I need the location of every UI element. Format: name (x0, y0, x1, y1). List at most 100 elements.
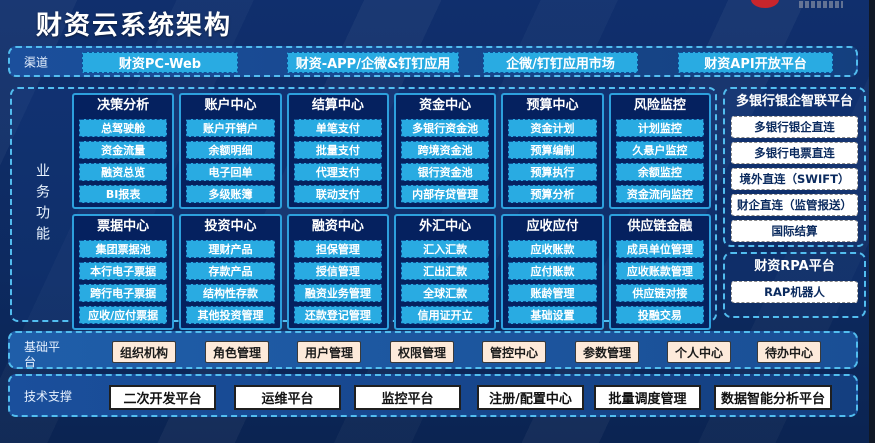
module-title: 账户中心 (204, 98, 257, 113)
module-item[interactable]: 理财产品 (186, 240, 275, 258)
module-item[interactable]: 久悬户监控 (615, 141, 704, 159)
module-item[interactable]: 担保管理 (293, 240, 382, 258)
dev-platform-button[interactable]: 二次开发平台 (109, 385, 216, 410)
module-title: 应收应付 (526, 219, 579, 234)
module-item[interactable]: 批量支付 (293, 141, 382, 159)
ebill-direct-link-item[interactable]: 多银行电票直连 (731, 142, 858, 164)
module-item[interactable]: 应付账款 (508, 262, 597, 280)
module-item[interactable]: 资金计划 (508, 119, 597, 137)
module-item[interactable]: 余额明细 (186, 141, 275, 159)
module-item[interactable]: 其他投资管理 (186, 306, 275, 324)
module-account-center: 账户中心 账户开销户 余额明细 电子回单 多级账簿 (179, 93, 282, 209)
page-title: 财资云系统架构 (36, 11, 233, 41)
base-platform-row: 基础平台 组织机构 角色管理 用户管理 权限管理 管控中心 参数管理 个人中心 … (8, 331, 858, 369)
module-forex-center: 外汇中心 汇入汇款 汇出汇款 全球汇款 信用证开立 (394, 214, 497, 330)
module-item[interactable]: 汇入汇款 (401, 240, 490, 258)
module-title: 外汇中心 (419, 219, 472, 234)
bank-direct-link-item[interactable]: 多银行银企直连 (731, 116, 858, 138)
module-budget-center: 预算中心 资金计划 预算编制 预算执行 预算分析 (501, 93, 604, 209)
module-item[interactable]: 基础设置 (508, 306, 597, 324)
multi-bank-platform-title: 多银行银企智联平台 (735, 94, 853, 109)
international-settlement-item[interactable]: 国际结算 (731, 220, 858, 242)
module-item[interactable]: 内部存贷管理 (401, 185, 490, 203)
module-title: 供应链金融 (627, 219, 693, 234)
batch-schedule-button[interactable]: 批量调度管理 (594, 385, 701, 410)
module-title: 风险监控 (633, 98, 686, 113)
module-item[interactable]: 结构性存款 (186, 284, 275, 302)
monitor-platform-button[interactable]: 监控平台 (354, 385, 461, 410)
module-item[interactable]: 账龄管理 (508, 284, 597, 302)
module-item[interactable]: 应收账款管理 (615, 262, 704, 280)
module-item[interactable]: 供应链对接 (615, 284, 704, 302)
channel-button-api[interactable]: 财资API开放平台 (678, 52, 833, 73)
module-item[interactable]: 集团票据池 (79, 240, 168, 258)
partner-logo-text (799, 1, 843, 8)
org-structure-button[interactable]: 组织机构 (112, 341, 176, 363)
module-item[interactable]: 信用证开立 (401, 306, 490, 324)
regulatory-direct-link-item[interactable]: 财企直连（监管报送） (731, 194, 858, 216)
module-item[interactable]: 成员单位管理 (615, 240, 704, 258)
ops-platform-button[interactable]: 运维平台 (234, 385, 341, 410)
module-item[interactable]: BI报表 (79, 185, 168, 203)
module-title: 资金中心 (419, 98, 472, 113)
module-item[interactable]: 应收账款 (508, 240, 597, 258)
rap-robot-item[interactable]: RAP机器人 (731, 281, 858, 303)
module-item[interactable]: 还款登记管理 (293, 306, 382, 324)
module-item[interactable]: 账户开销户 (186, 119, 275, 137)
module-item[interactable]: 多级账簿 (186, 185, 275, 203)
base-platform-label: 基础平台 (24, 340, 61, 369)
module-item[interactable]: 融资总览 (79, 163, 168, 181)
module-item[interactable]: 多银行资金池 (401, 119, 490, 137)
permission-mgmt-button[interactable]: 权限管理 (390, 341, 454, 363)
module-item[interactable]: 总驾驶舱 (79, 119, 168, 137)
control-center-button[interactable]: 管控中心 (482, 341, 546, 363)
module-item[interactable]: 跨行电子票据 (79, 284, 168, 302)
module-item[interactable]: 汇出汇款 (401, 262, 490, 280)
partner-logo-icon (751, 0, 779, 8)
module-decision-analysis: 决策分析 总驾驶舱 资金流量 融资总览 BI报表 (72, 93, 175, 209)
module-title: 预算中心 (526, 98, 579, 113)
module-supply-chain-finance: 供应链金融 成员单位管理 应收账款管理 供应链对接 投融交易 (608, 214, 711, 330)
personal-center-button[interactable]: 个人中心 (667, 341, 731, 363)
todo-center-button[interactable]: 待办中心 (757, 341, 821, 363)
module-item[interactable]: 存款产品 (186, 262, 275, 280)
module-item[interactable]: 本行电子票据 (79, 262, 168, 280)
channel-button-market[interactable]: 企微/钉钉应用市场 (483, 52, 638, 73)
module-receivable-payable: 应收应付 应收账款 应付账款 账龄管理 基础设置 (501, 214, 604, 330)
module-item[interactable]: 预算编制 (508, 141, 597, 159)
module-item[interactable]: 预算分析 (508, 185, 597, 203)
user-mgmt-button[interactable]: 用户管理 (297, 341, 361, 363)
module-risk-monitor: 风险监控 计划监控 久悬户监控 余额监控 资金流向监控 (608, 93, 711, 209)
module-item[interactable]: 全球汇款 (401, 284, 490, 302)
module-investment-center: 投资中心 理财产品 存款产品 结构性存款 其他投资管理 (179, 214, 282, 330)
tech-support-label: 技术支撑 (24, 389, 73, 403)
registry-config-button[interactable]: 注册/配置中心 (477, 385, 584, 410)
channel-label: 渠道 (24, 55, 49, 69)
channel-row: 渠道 财资PC-Web 财资-APP/企微&钉钉应用 企微/钉钉应用市场 财资A… (8, 46, 858, 77)
module-item[interactable]: 预算执行 (508, 163, 597, 181)
module-item[interactable]: 计划监控 (615, 119, 704, 137)
channel-button-pc-web[interactable]: 财资PC-Web (82, 52, 238, 73)
window-right-edge (869, 0, 875, 443)
module-item[interactable]: 融资业务管理 (293, 284, 382, 302)
module-item[interactable]: 资金流向监控 (615, 185, 704, 203)
data-intelligence-button[interactable]: 数据智能分析平台 (714, 385, 832, 410)
module-item[interactable]: 联动支付 (293, 185, 382, 203)
business-functions-section: 业务功能 决策分析 总驾驶舱 资金流量 融资总览 BI报表 账户中心 账户开销户… (10, 87, 717, 330)
param-mgmt-button[interactable]: 参数管理 (575, 341, 639, 363)
module-item[interactable]: 电子回单 (186, 163, 275, 181)
multi-bank-platform-panel: 多银行银企智联平台 多银行银企直连 多银行电票直连 境外直连（SWIFT） 财企… (723, 87, 866, 247)
module-item[interactable]: 跨境资金池 (401, 141, 490, 159)
module-item[interactable]: 代理支付 (293, 163, 382, 181)
module-title: 结算中心 (311, 98, 364, 113)
module-item[interactable]: 余额监控 (615, 163, 704, 181)
module-item[interactable]: 资金流量 (79, 141, 168, 159)
swift-direct-link-item[interactable]: 境外直连（SWIFT） (731, 168, 858, 190)
module-item[interactable]: 投融交易 (615, 306, 704, 324)
module-item[interactable]: 授信管理 (293, 262, 382, 280)
channel-button-app[interactable]: 财资-APP/企微&钉钉应用 (287, 52, 459, 73)
module-item[interactable]: 应收/应付票据 (79, 306, 168, 324)
module-item[interactable]: 单笔支付 (293, 119, 382, 137)
module-item[interactable]: 银行资金池 (401, 163, 490, 181)
role-mgmt-button[interactable]: 角色管理 (205, 341, 269, 363)
